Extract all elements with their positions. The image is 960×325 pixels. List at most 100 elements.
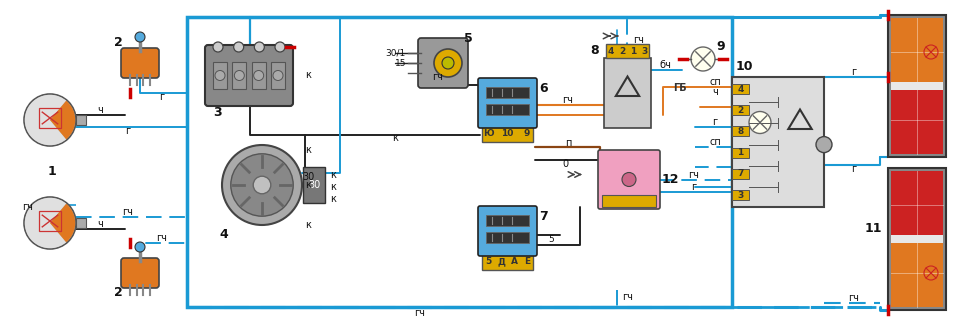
Circle shape	[24, 197, 76, 249]
Bar	[39, 108, 61, 128]
Bar	[486, 215, 529, 226]
Text: к: к	[330, 182, 336, 192]
Text: гч: гч	[622, 292, 633, 302]
Bar	[213, 62, 227, 89]
Text: 7: 7	[737, 169, 744, 178]
Text: ч: ч	[97, 219, 103, 229]
Text: г: г	[852, 164, 856, 174]
Circle shape	[233, 42, 244, 52]
Bar	[486, 87, 529, 98]
Text: 30: 30	[308, 180, 320, 190]
Circle shape	[442, 57, 454, 69]
Circle shape	[24, 94, 76, 146]
Circle shape	[691, 47, 715, 71]
Bar	[252, 62, 266, 89]
Wedge shape	[25, 95, 66, 145]
Text: ч: ч	[97, 105, 103, 115]
Text: 5: 5	[485, 257, 492, 266]
Bar	[76, 115, 86, 125]
Bar	[732, 169, 749, 179]
Text: 11: 11	[865, 222, 882, 235]
Text: 15: 15	[395, 58, 406, 68]
Bar	[486, 104, 529, 115]
Circle shape	[253, 71, 264, 81]
Text: гч: гч	[156, 233, 167, 243]
Text: 1: 1	[737, 148, 744, 157]
Text: гч: гч	[688, 170, 700, 180]
Bar	[732, 105, 749, 115]
Circle shape	[749, 111, 771, 134]
Bar	[482, 254, 533, 270]
Text: 3: 3	[213, 106, 222, 119]
Wedge shape	[25, 198, 66, 248]
Text: к: к	[392, 133, 398, 143]
Text: 0: 0	[562, 159, 568, 169]
Text: Д: Д	[497, 257, 505, 266]
Text: к: к	[305, 220, 311, 230]
Bar	[232, 62, 247, 89]
Text: ГБ: ГБ	[673, 83, 686, 93]
Text: к: к	[305, 180, 311, 190]
Circle shape	[434, 49, 462, 77]
Text: 9: 9	[717, 41, 726, 54]
Bar	[602, 195, 656, 207]
Text: 12: 12	[662, 173, 680, 186]
Text: гч: гч	[633, 35, 644, 45]
Text: 4: 4	[737, 84, 744, 94]
Circle shape	[254, 42, 264, 52]
FancyBboxPatch shape	[478, 78, 537, 128]
Circle shape	[213, 42, 223, 52]
Text: к: к	[330, 170, 336, 180]
Text: 3: 3	[737, 190, 744, 200]
Text: г: г	[126, 126, 131, 136]
Bar	[888, 168, 946, 310]
Bar	[604, 58, 651, 128]
Text: 2: 2	[619, 46, 625, 56]
Circle shape	[222, 145, 302, 225]
Circle shape	[234, 71, 245, 81]
Text: 10: 10	[501, 129, 514, 138]
Text: к: к	[330, 194, 336, 204]
Text: 2: 2	[113, 287, 122, 300]
Text: г: г	[691, 182, 697, 192]
Text: 9: 9	[524, 129, 530, 138]
Text: гч: гч	[563, 95, 573, 105]
Text: гч: гч	[123, 207, 133, 217]
Bar	[732, 77, 824, 207]
Bar	[891, 18, 943, 86]
Text: к: к	[305, 70, 311, 80]
Bar	[76, 218, 86, 228]
Circle shape	[273, 71, 283, 81]
Text: г: г	[159, 92, 164, 102]
Text: 8: 8	[737, 127, 744, 136]
Text: гч: гч	[432, 72, 443, 82]
Text: 1: 1	[48, 165, 57, 178]
FancyBboxPatch shape	[418, 38, 468, 88]
Bar	[482, 126, 533, 142]
Text: гч: гч	[849, 293, 859, 303]
Bar	[732, 84, 749, 94]
Bar	[732, 190, 749, 200]
Text: 6: 6	[539, 82, 547, 95]
Text: 1: 1	[630, 46, 636, 56]
Text: сп: сп	[709, 137, 721, 147]
Wedge shape	[50, 101, 75, 139]
Text: бч: бч	[660, 60, 671, 70]
Circle shape	[275, 42, 285, 52]
Text: 5: 5	[464, 32, 472, 45]
Bar	[891, 86, 943, 154]
Bar	[303, 167, 325, 203]
Bar	[891, 82, 943, 90]
Text: 8: 8	[590, 45, 599, 58]
Text: 2: 2	[737, 106, 744, 115]
Bar	[39, 211, 61, 231]
Text: 30/1: 30/1	[386, 48, 406, 58]
Bar	[271, 62, 285, 89]
Bar	[486, 232, 529, 243]
Circle shape	[816, 136, 832, 153]
Text: г: г	[712, 117, 717, 127]
Text: 3: 3	[641, 46, 647, 56]
Circle shape	[253, 176, 271, 194]
Circle shape	[230, 154, 293, 216]
Text: ч: ч	[712, 87, 718, 97]
